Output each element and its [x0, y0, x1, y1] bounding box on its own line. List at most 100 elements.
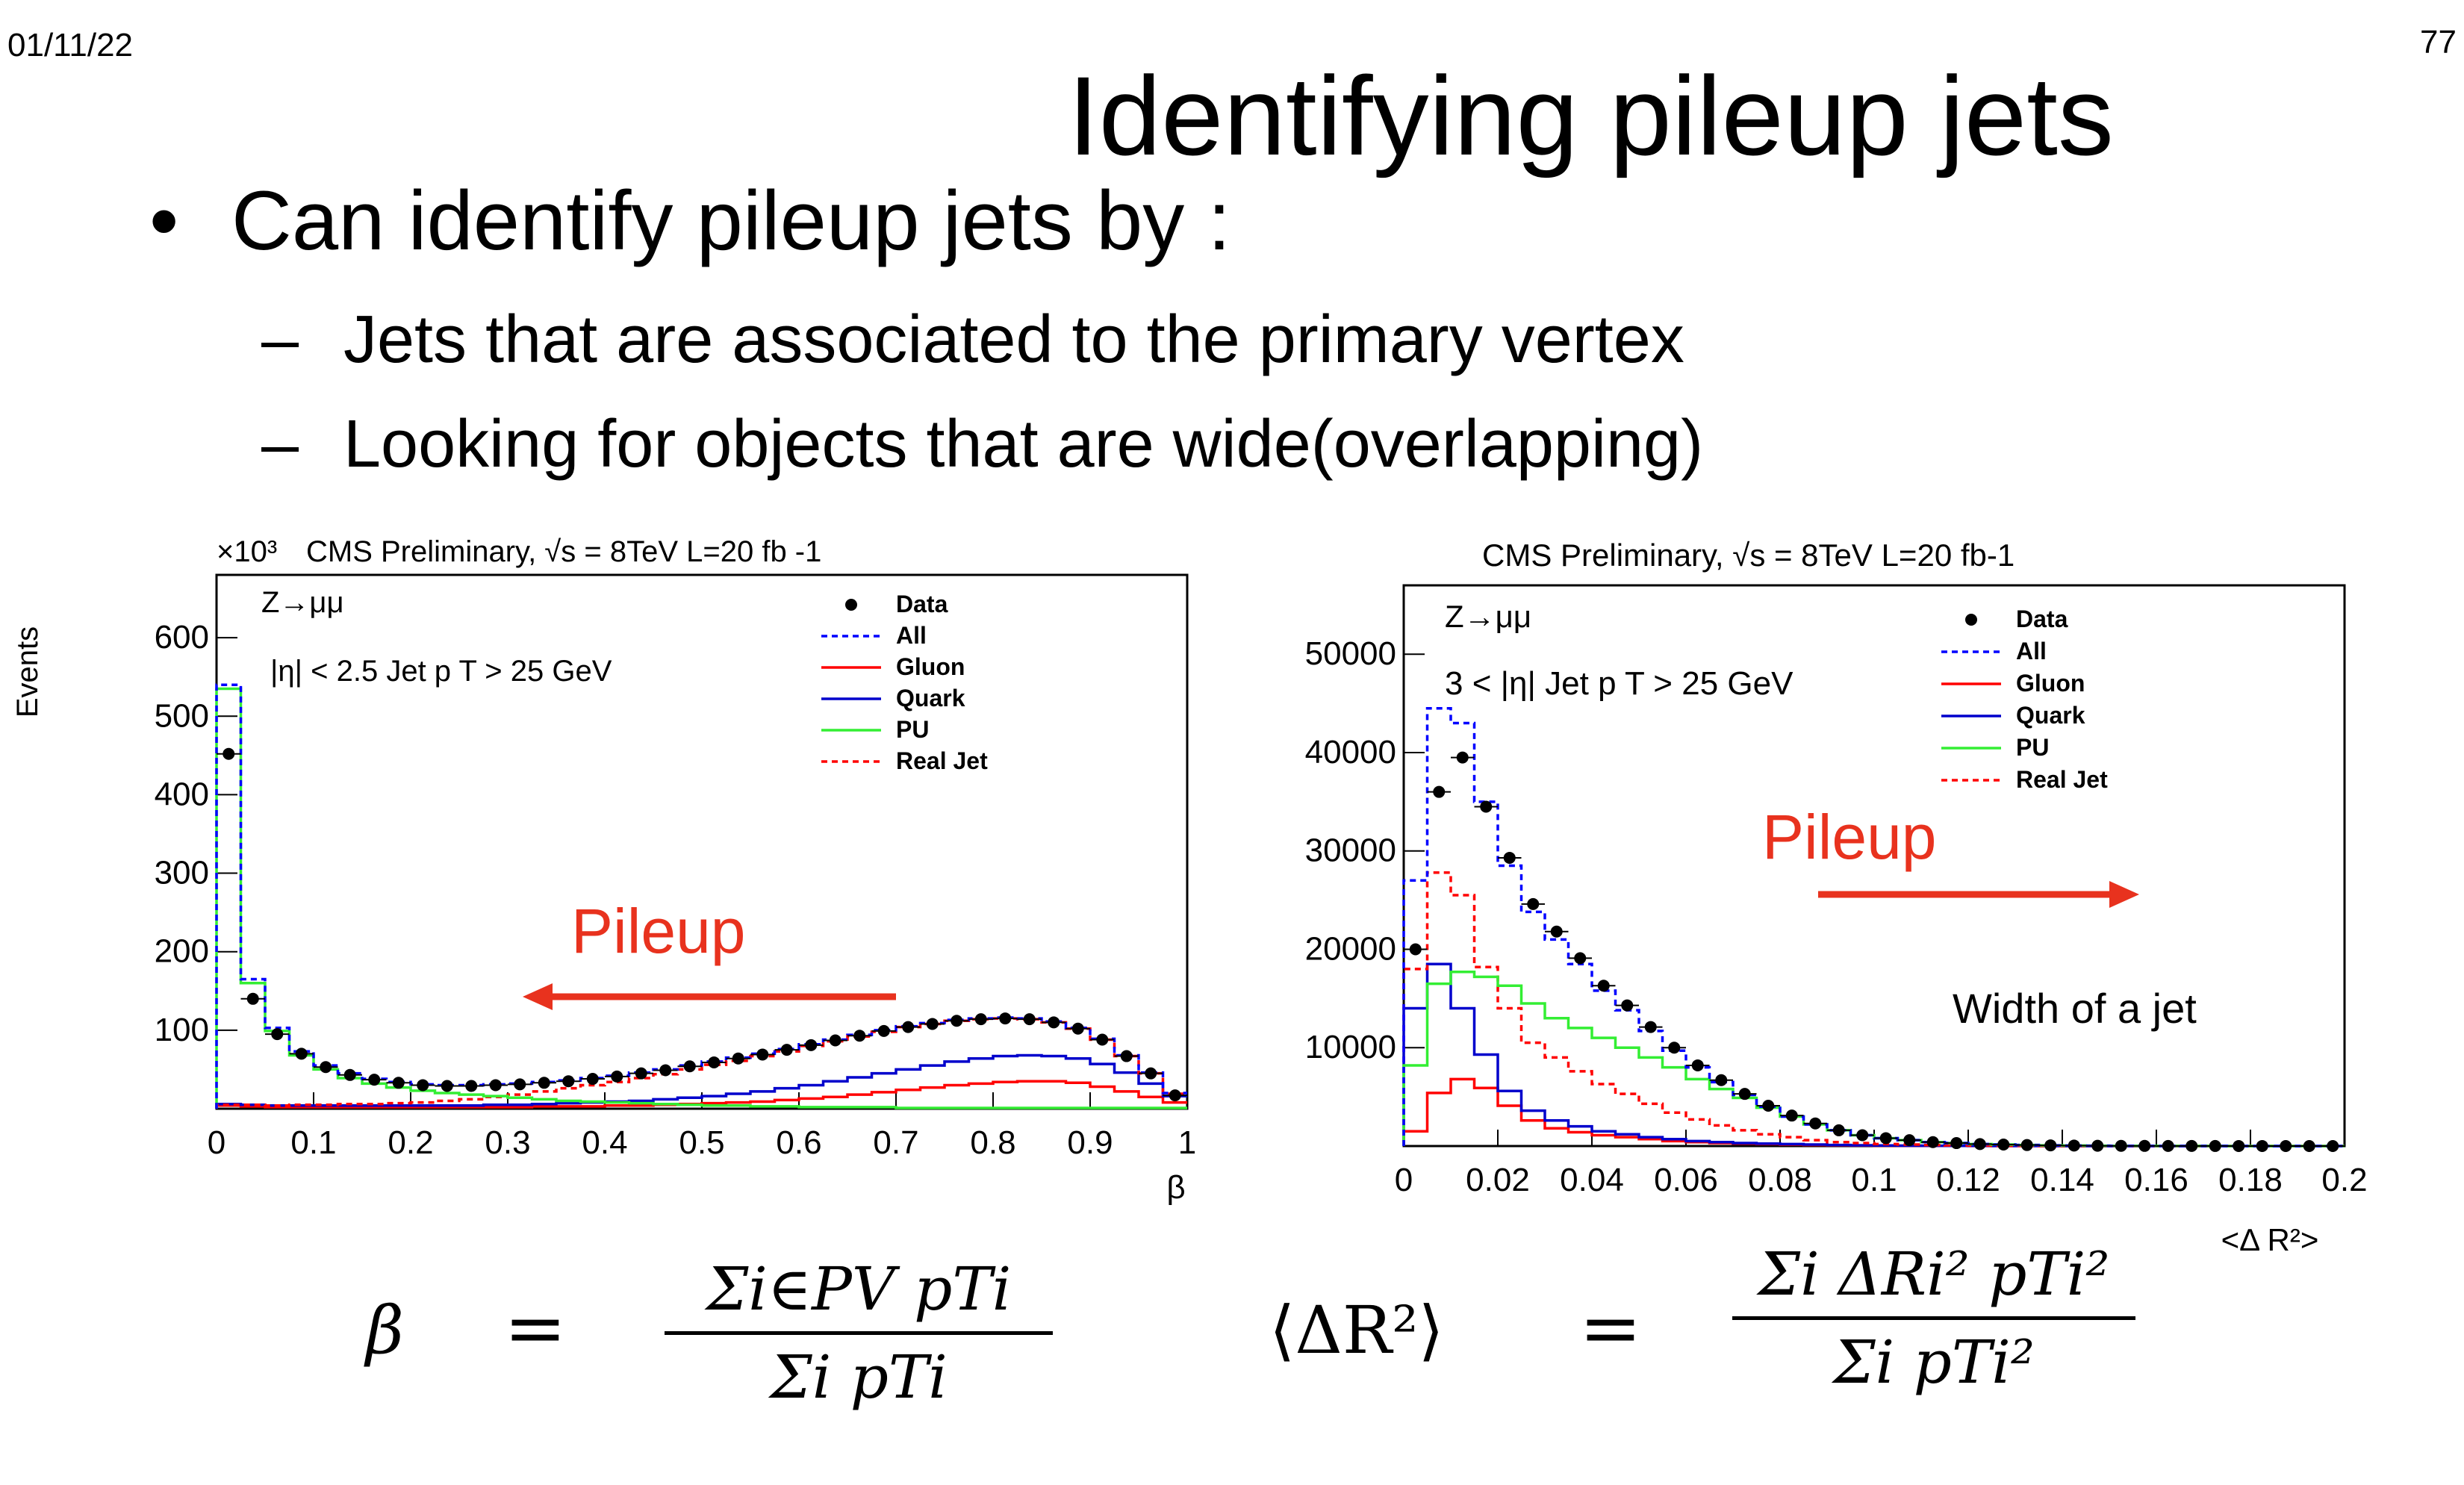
- y-tick-label: 20000: [1305, 930, 1396, 967]
- fraction-bar: [1732, 1316, 2135, 1320]
- x-tick-label: 0.7: [873, 1124, 918, 1161]
- data-point: [611, 1070, 623, 1083]
- data-point: [1856, 1129, 1869, 1142]
- data-point: [417, 1079, 429, 1092]
- dr2-fraction: Σi ΔRi² pTi² Σi pTi²: [1732, 1239, 2135, 1397]
- y-tick-label: 600: [155, 619, 209, 656]
- data-point: [1879, 1132, 1892, 1145]
- x-tick-label: 0.8: [970, 1124, 1015, 1161]
- data-point: [1480, 800, 1493, 813]
- legend-marker: [1965, 614, 1977, 626]
- x-tick-label: 0: [1395, 1162, 1413, 1198]
- sub-bullet-dash: –: [261, 302, 299, 377]
- x-tick-label: 0.18: [2218, 1162, 2283, 1198]
- data-point: [732, 1052, 744, 1065]
- beta-fraction: Σi∈PV pTi Σi pTi: [665, 1254, 1053, 1412]
- chart-title: CMS Preliminary, √s = 8TeV L=20 fb -1: [306, 535, 821, 568]
- data-point: [877, 1024, 890, 1037]
- data-point: [1574, 952, 1587, 965]
- data-point: [659, 1064, 672, 1077]
- data-point: [2256, 1139, 2268, 1152]
- data-point: [2327, 1139, 2339, 1152]
- beta-numerator: Σi∈PV pTi: [706, 1254, 1012, 1324]
- legend-label: Quark: [896, 685, 965, 712]
- sub-bullet-2: – Looking for objects that are wide(overl…: [261, 411, 1703, 478]
- dr2-numerator: Σi ΔRi² pTi²: [1758, 1239, 2110, 1309]
- data-point: [343, 1068, 356, 1081]
- x-tick-label: 0.1: [290, 1124, 336, 1161]
- y-tick-label: 10000: [1305, 1029, 1396, 1065]
- y-tick-label: 500: [155, 697, 209, 734]
- data-point: [1096, 1033, 1109, 1046]
- x-tick-label: 0.04: [1560, 1162, 1624, 1198]
- data-point: [1738, 1088, 1751, 1100]
- sub-bullet-1: – Jets that are associated to the primary…: [261, 306, 1684, 373]
- sub-bullet-text: Jets that are associated to the primary …: [343, 302, 1684, 377]
- data-point: [1644, 1021, 1657, 1033]
- data-point: [2162, 1139, 2174, 1152]
- data-point: [2115, 1139, 2127, 1152]
- data-point: [514, 1078, 526, 1091]
- y-tick-label: 200: [155, 933, 209, 970]
- y-tick-label: 40000: [1305, 734, 1396, 770]
- data-point: [1145, 1067, 1157, 1080]
- beta-denominator: Σi pTi: [770, 1342, 948, 1412]
- slide-date: 01/11/22: [7, 27, 134, 63]
- equals-sign: =: [504, 1284, 567, 1372]
- data-point: [586, 1073, 599, 1086]
- data-point: [1950, 1137, 1963, 1150]
- data-point: [829, 1034, 841, 1047]
- legend-label: All: [2016, 638, 2047, 664]
- pileup-annotation: Pileup: [571, 896, 746, 966]
- x-tick-label: 0.9: [1067, 1124, 1113, 1161]
- fraction-bar: [665, 1331, 1053, 1335]
- data-point: [999, 1012, 1012, 1025]
- equals-sign: =: [1579, 1284, 1642, 1372]
- dr2-symbol: ⟨ΔR²⟩: [1269, 1292, 1444, 1369]
- data-point: [2209, 1139, 2221, 1152]
- data-point: [1433, 785, 1446, 798]
- x-axis-label: β: [1166, 1169, 1185, 1206]
- data-point: [635, 1067, 647, 1080]
- x-tick-label: 0.12: [1936, 1162, 2000, 1198]
- legend-label: PU: [896, 716, 929, 743]
- data-point: [1456, 751, 1469, 764]
- x-tick-label: 0.3: [485, 1124, 530, 1161]
- data-point: [1023, 1013, 1036, 1026]
- legend-label: PU: [2016, 734, 2049, 761]
- data-point: [756, 1048, 769, 1061]
- x-tick-label: 0.02: [1466, 1162, 1530, 1198]
- process-label: Z→μμ: [261, 586, 344, 619]
- x-tick-label: 0.1: [1851, 1162, 1897, 1198]
- selection-label: 3 < |η| Jet p T > 25 GeV: [1445, 665, 1793, 702]
- data-point: [2138, 1139, 2151, 1152]
- data-point: [295, 1047, 308, 1060]
- beta-chart: 0 0.1 0.2 0.3 0.4 0.5 0.6 0.7 0.8 0.9 1 100 200 300 40…: [11, 535, 1196, 1206]
- data-point: [2068, 1139, 2080, 1152]
- data-point: [562, 1075, 575, 1088]
- y-tick-label: 100: [155, 1012, 209, 1048]
- data-point: [683, 1060, 696, 1073]
- data-point: [320, 1061, 332, 1074]
- x-tick-label: 0: [208, 1124, 225, 1161]
- series-quark: [215, 1053, 1187, 1109]
- dr2-chart: 0 0.02 0.04 0.06 0.08 0.1 0.12 0.14 0.16 0.18 0.2 1…: [1305, 538, 2368, 1257]
- x-tick-label: 0.4: [582, 1124, 627, 1161]
- y-tick-label: 30000: [1305, 832, 1396, 869]
- data-point: [1048, 1016, 1060, 1029]
- sub-bullet-dash: –: [261, 407, 299, 482]
- data-point: [1550, 925, 1563, 938]
- bullet-dot: •: [149, 174, 179, 267]
- slide-title: Identifying pileup jets: [1068, 53, 2114, 178]
- data-point: [1903, 1134, 1916, 1147]
- legend-label: All: [896, 622, 927, 649]
- x-tick-label: 0.5: [679, 1124, 724, 1161]
- data-point: [951, 1015, 963, 1027]
- x-tick-label: 1: [1178, 1124, 1196, 1161]
- data-point: [1503, 851, 1516, 864]
- beta-symbol: β: [366, 1292, 404, 1369]
- data-point: [489, 1079, 502, 1092]
- legend-label: Real Jet: [2016, 766, 2108, 793]
- data-point: [853, 1030, 866, 1042]
- data-point: [368, 1074, 381, 1086]
